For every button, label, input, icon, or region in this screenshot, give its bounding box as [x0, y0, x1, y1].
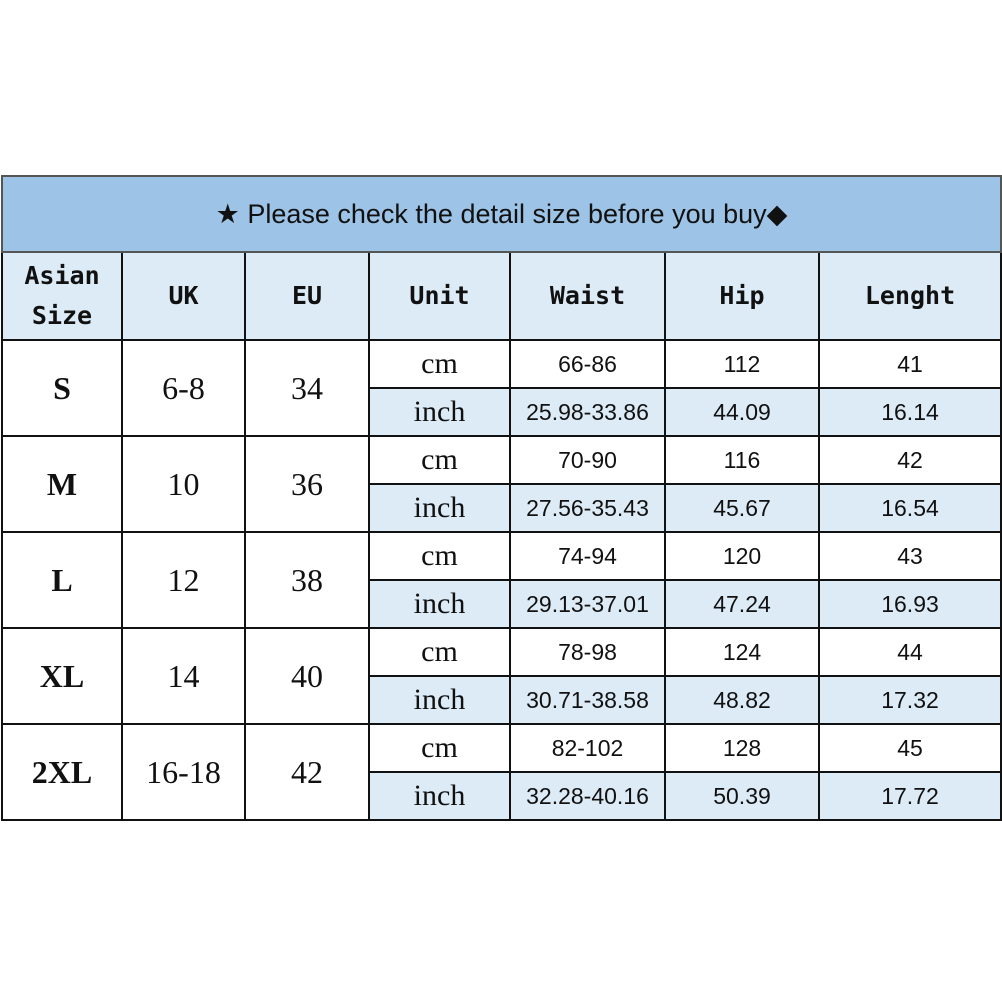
eu-cell: 42: [244, 723, 370, 821]
hip-cell: 45.67: [664, 483, 820, 533]
header-asian-size: Asian Size: [1, 251, 123, 341]
header-waist: Waist: [509, 251, 666, 341]
eu-cell: 40: [244, 627, 370, 725]
hip-cell: 112: [664, 339, 820, 389]
header-row: Asian Size UK EU Unit Waist Hip Lenght: [1, 251, 1002, 341]
table-row-inch: inch 27.56-35.43 45.67 16.54: [2, 483, 1002, 533]
table-row-cm: XL 14 40 cm 78-98 124 44: [1, 627, 1002, 725]
length-cell: 45: [817, 723, 1002, 773]
size-cell: L: [1, 531, 123, 629]
table-row-inch: inch 30.71-38.58 48.82 17.32: [2, 675, 1002, 725]
unit-cell: cm: [368, 531, 511, 581]
length-cell: 43: [817, 531, 1002, 581]
waist-cell: 70-90: [509, 435, 666, 485]
unit-cell: inch: [368, 387, 511, 437]
unit-cell: cm: [368, 723, 511, 773]
hip-cell: 48.82: [664, 675, 820, 725]
unit-cell: cm: [368, 435, 511, 485]
length-cell: 16.93: [817, 579, 1002, 629]
length-cell: 41: [817, 339, 1002, 389]
uk-cell: 16-18: [121, 723, 246, 821]
length-cell: 16.14: [817, 387, 1002, 437]
unit-cell: cm: [368, 627, 511, 677]
table-title: ★ Please check the detail size before yo…: [0, 175, 1002, 253]
hip-cell: 116: [664, 435, 820, 485]
header-length: Lenght: [817, 251, 1002, 341]
hip-cell: 44.09: [664, 387, 820, 437]
table-row-inch: inch 29.13-37.01 47.24 16.93: [2, 579, 1002, 629]
table-row-cm: M 10 36 cm 70-90 116 42: [1, 435, 1002, 533]
hip-cell: 47.24: [664, 579, 820, 629]
header-uk: UK: [121, 251, 246, 341]
table-row-inch: inch 25.98-33.86 44.09 16.14: [2, 387, 1002, 437]
unit-cell: cm: [368, 339, 511, 389]
table-row-cm: L 12 38 cm 74-94 120 43: [1, 531, 1002, 629]
header-hip: Hip: [664, 251, 820, 341]
hip-cell: 128: [664, 723, 820, 773]
uk-cell: 12: [121, 531, 246, 629]
table-row-inch: inch 32.28-40.16 50.39 17.72: [2, 771, 1002, 821]
waist-cell: 25.98-33.86: [509, 387, 666, 437]
unit-cell: inch: [368, 483, 511, 533]
unit-cell: inch: [368, 579, 511, 629]
hip-cell: 120: [664, 531, 820, 581]
size-cell: S: [1, 339, 123, 437]
eu-cell: 36: [244, 435, 370, 533]
size-chart-table: ★ Please check the detail size before yo…: [0, 175, 1002, 821]
waist-cell: 27.56-35.43: [509, 483, 666, 533]
length-cell: 44: [817, 627, 1002, 677]
waist-cell: 32.28-40.16: [509, 771, 666, 821]
uk-cell: 10: [121, 435, 246, 533]
size-cell: 2XL: [1, 723, 123, 821]
waist-cell: 78-98: [509, 627, 666, 677]
waist-cell: 30.71-38.58: [509, 675, 666, 725]
length-cell: 16.54: [817, 483, 1002, 533]
header-eu: EU: [244, 251, 370, 341]
waist-cell: 29.13-37.01: [509, 579, 666, 629]
table-row-cm: S 6-8 34 cm 66-86 112 41: [1, 339, 1002, 437]
size-cell: M: [1, 435, 123, 533]
eu-cell: 34: [244, 339, 370, 437]
size-cell: XL: [1, 627, 123, 725]
table-row-cm: 2XL 16-18 42 cm 82-102 128 45: [1, 723, 1002, 821]
uk-cell: 14: [121, 627, 246, 725]
uk-cell: 6-8: [121, 339, 246, 437]
eu-cell: 38: [244, 531, 370, 629]
waist-cell: 66-86: [509, 339, 666, 389]
waist-cell: 82-102: [509, 723, 666, 773]
unit-cell: inch: [368, 675, 511, 725]
header-unit: Unit: [368, 251, 511, 341]
length-cell: 17.32: [817, 675, 1002, 725]
hip-cell: 124: [664, 627, 820, 677]
length-cell: 42: [817, 435, 1002, 485]
waist-cell: 74-94: [509, 531, 666, 581]
length-cell: 17.72: [817, 771, 1002, 821]
hip-cell: 50.39: [664, 771, 820, 821]
unit-cell: inch: [368, 771, 511, 821]
